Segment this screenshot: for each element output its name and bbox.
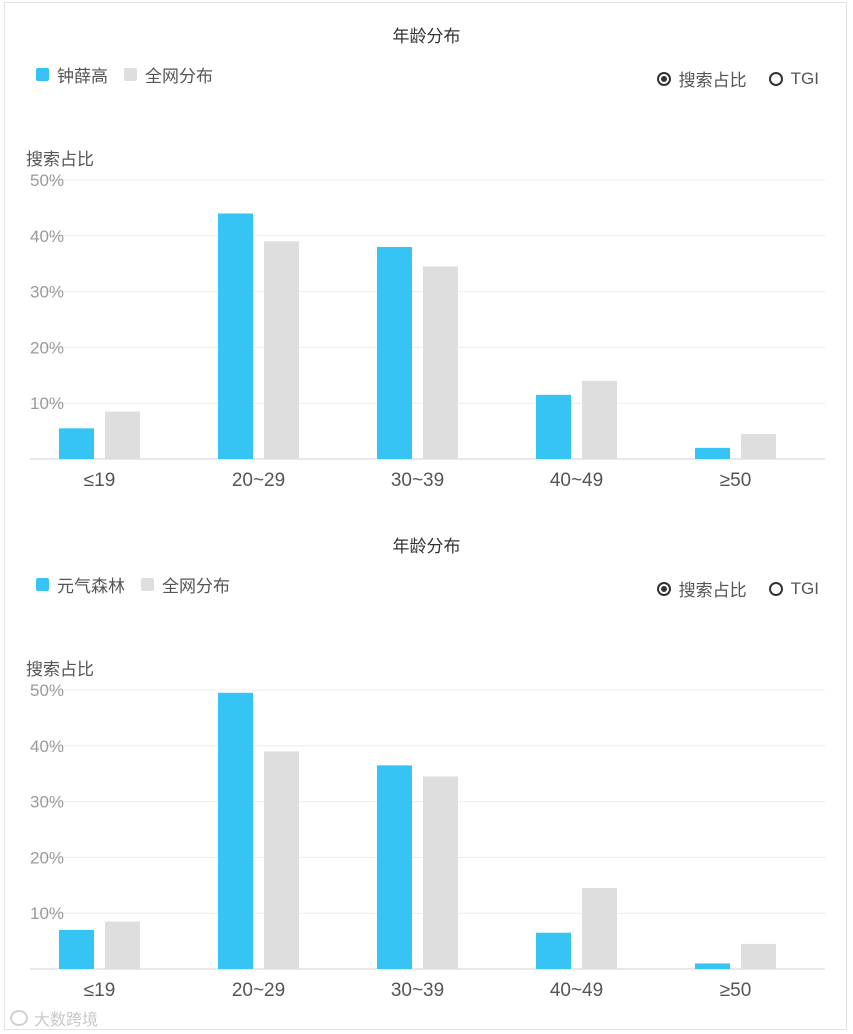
legend-label: 全网分布	[162, 577, 230, 596]
bar-primary	[695, 447, 730, 459]
y-tick-label: 30%	[30, 283, 64, 302]
x-tick-label: ≥50	[720, 980, 752, 1001]
bar-primary	[377, 765, 412, 969]
radio-checked-icon	[656, 71, 671, 86]
y-tick-label: 30%	[30, 793, 64, 812]
legend-label: 钟薛高	[57, 67, 108, 86]
chart-panel-1: 年龄分布 钟薛高 全网分布 搜索占比 TGI 搜索占比 10% 20% 30% 40%…	[0, 0, 853, 510]
bar-chart: 10% 20% 30% 40% 50% ≤19 20~29 30~39 40~49 ≥50	[30, 171, 825, 491]
bar-secondary	[582, 888, 617, 969]
bar-secondary	[741, 943, 776, 969]
bar-primary	[59, 428, 94, 459]
y-tick-label: 50%	[30, 681, 64, 700]
y-axis-label: 搜索占比	[26, 150, 94, 169]
radio-unchecked-icon	[768, 71, 783, 86]
radio-label: TGI	[790, 578, 819, 598]
y-tick-label: 20%	[30, 338, 64, 357]
bar-secondary	[582, 380, 617, 459]
legend-item-secondary[interactable]: 全网分布	[124, 62, 213, 87]
bar-secondary	[423, 266, 458, 459]
bar-chart: 10% 20% 30% 40% 50% ≤19 20~29 30~39 40~49 ≥50	[30, 681, 825, 1001]
y-tick-label: 50%	[30, 171, 64, 190]
legend-swatch-icon	[36, 578, 49, 591]
x-tick-label: 30~39	[391, 470, 444, 491]
chart-legend: 元气森林 全网分布	[36, 572, 246, 597]
radio-label: 搜索占比	[678, 71, 747, 90]
y-tick-label: 40%	[30, 737, 64, 756]
bar-primary	[59, 929, 94, 969]
x-tick-label: 20~29	[232, 980, 285, 1001]
legend-item-secondary[interactable]: 全网分布	[141, 572, 230, 597]
metric-radio-group: 搜索占比 TGI	[635, 66, 819, 91]
bar-secondary	[741, 433, 776, 459]
radio-search-share[interactable]: 搜索占比	[656, 66, 747, 91]
legend-item-primary[interactable]: 元气森林	[36, 572, 125, 597]
watermark: 大数跨境	[10, 1006, 98, 1030]
chart-legend: 钟薛高 全网分布	[36, 62, 229, 87]
chart-title: 年龄分布	[392, 27, 461, 46]
radio-checked-icon	[656, 581, 671, 596]
bar-primary	[536, 394, 571, 459]
radio-unchecked-icon	[768, 581, 783, 596]
legend-swatch-icon	[124, 68, 137, 81]
chart-title: 年龄分布	[392, 537, 461, 556]
radio-search-share[interactable]: 搜索占比	[656, 576, 747, 601]
legend-swatch-icon	[141, 578, 154, 591]
watermark-text: 大数跨境	[34, 1012, 99, 1029]
legend-swatch-icon	[36, 68, 49, 81]
y-axis-label: 搜索占比	[26, 660, 94, 679]
x-tick-label: 40~49	[550, 980, 603, 1001]
y-tick-label: 10%	[30, 904, 64, 923]
x-tick-label: 20~29	[232, 470, 285, 491]
bar-secondary	[423, 776, 458, 969]
bar-secondary	[105, 921, 140, 969]
x-tick-label: ≤19	[84, 470, 116, 491]
bar-secondary	[105, 411, 140, 459]
bar-primary	[377, 246, 412, 459]
radio-tgi[interactable]: TGI	[768, 68, 819, 89]
x-tick-label: 40~49	[550, 470, 603, 491]
y-tick-label: 40%	[30, 227, 64, 246]
radio-tgi[interactable]: TGI	[768, 578, 819, 599]
radio-label: TGI	[790, 68, 819, 88]
legend-item-primary[interactable]: 钟薛高	[36, 62, 108, 87]
watermark-logo-icon	[10, 1010, 28, 1026]
legend-label: 元气森林	[57, 577, 125, 596]
metric-radio-group: 搜索占比 TGI	[635, 576, 819, 601]
radio-label: 搜索占比	[678, 581, 747, 600]
x-tick-label: 30~39	[391, 980, 444, 1001]
bar-primary	[695, 963, 730, 969]
bar-secondary	[264, 241, 299, 459]
chart-panel-2: 年龄分布 元气森林 全网分布 搜索占比 TGI 搜索占比 10% 20% 30% 40…	[0, 510, 853, 1020]
bar-primary	[218, 213, 253, 459]
legend-label: 全网分布	[145, 67, 213, 86]
x-tick-label: ≥50	[720, 470, 752, 491]
y-tick-label: 10%	[30, 394, 64, 413]
x-tick-label: ≤19	[84, 980, 116, 1001]
y-tick-label: 20%	[30, 848, 64, 867]
page-frame	[4, 2, 847, 1030]
bar-primary	[536, 932, 571, 969]
bar-secondary	[264, 751, 299, 969]
bar-primary	[218, 692, 253, 969]
